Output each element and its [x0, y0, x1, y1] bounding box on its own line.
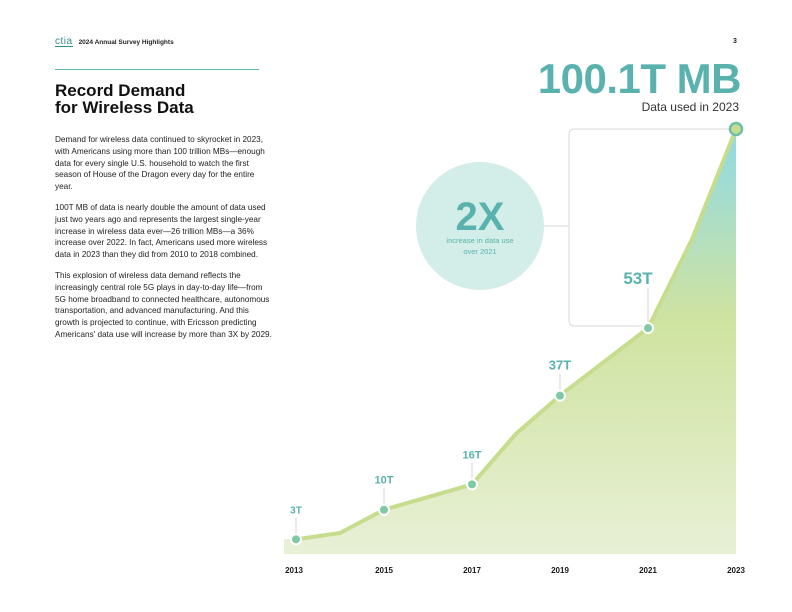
growth-bubble: [416, 162, 544, 290]
bubble-caption-line-1: increase in data use: [446, 236, 513, 245]
data-label: 3T: [290, 505, 302, 516]
data-point: [378, 503, 390, 516]
x-axis-ticks: 2013 2015 2017 2019 2021 2023: [285, 566, 745, 575]
x-tick-label: 2019: [551, 566, 569, 575]
data-point: [554, 389, 566, 402]
bubble-caption-line-2: over 2021: [463, 247, 496, 256]
x-tick-label: 2021: [639, 566, 657, 575]
heading-line-1: Record Demand: [55, 81, 186, 100]
body-paragraph-1: Demand for wireless data continued to sk…: [55, 135, 265, 192]
area-fill: [284, 129, 736, 554]
bubble-value: 2X: [456, 195, 505, 239]
growth-bracket: [568, 128, 736, 327]
marker-group: 3T 10T 16T 37T 53T: [290, 121, 744, 546]
data-point: [642, 322, 654, 335]
x-tick-label: 2023: [727, 566, 745, 575]
body-text: Demand for wireless data continued to sk…: [55, 134, 273, 350]
page-number: 3: [733, 38, 737, 45]
heading-rule: [55, 69, 259, 70]
header-title: 2024 Annual Survey Highlights: [78, 38, 174, 46]
ctia-logo: ctia: [55, 36, 73, 47]
data-point: [466, 478, 478, 491]
data-point: [728, 121, 744, 137]
data-label: 10T: [375, 475, 394, 487]
x-tick-label: 2015: [375, 566, 393, 575]
data-label: 16T: [463, 449, 482, 461]
data-label: 53T: [623, 269, 653, 288]
highlight-caption: Data used in 2023: [641, 100, 739, 114]
x-tick-label: 2017: [463, 566, 481, 575]
heading-line-2: for Wireless Data: [55, 98, 194, 117]
body-paragraph-2: 100T MB of data is nearly double the amo…: [55, 202, 268, 260]
highlight-value: 100.1T MB: [537, 55, 742, 102]
data-label: 37T: [549, 358, 571, 373]
section-heading: Record Demand for Wireless Data: [55, 82, 275, 116]
page-header: ctia 2024 Annual Survey Highlights: [55, 37, 174, 47]
series-line: [295, 128, 738, 542]
body-paragraph-3: This explosion of wireless data demand r…: [55, 270, 272, 339]
data-point: [290, 533, 302, 546]
x-tick-label: 2013: [285, 566, 303, 575]
